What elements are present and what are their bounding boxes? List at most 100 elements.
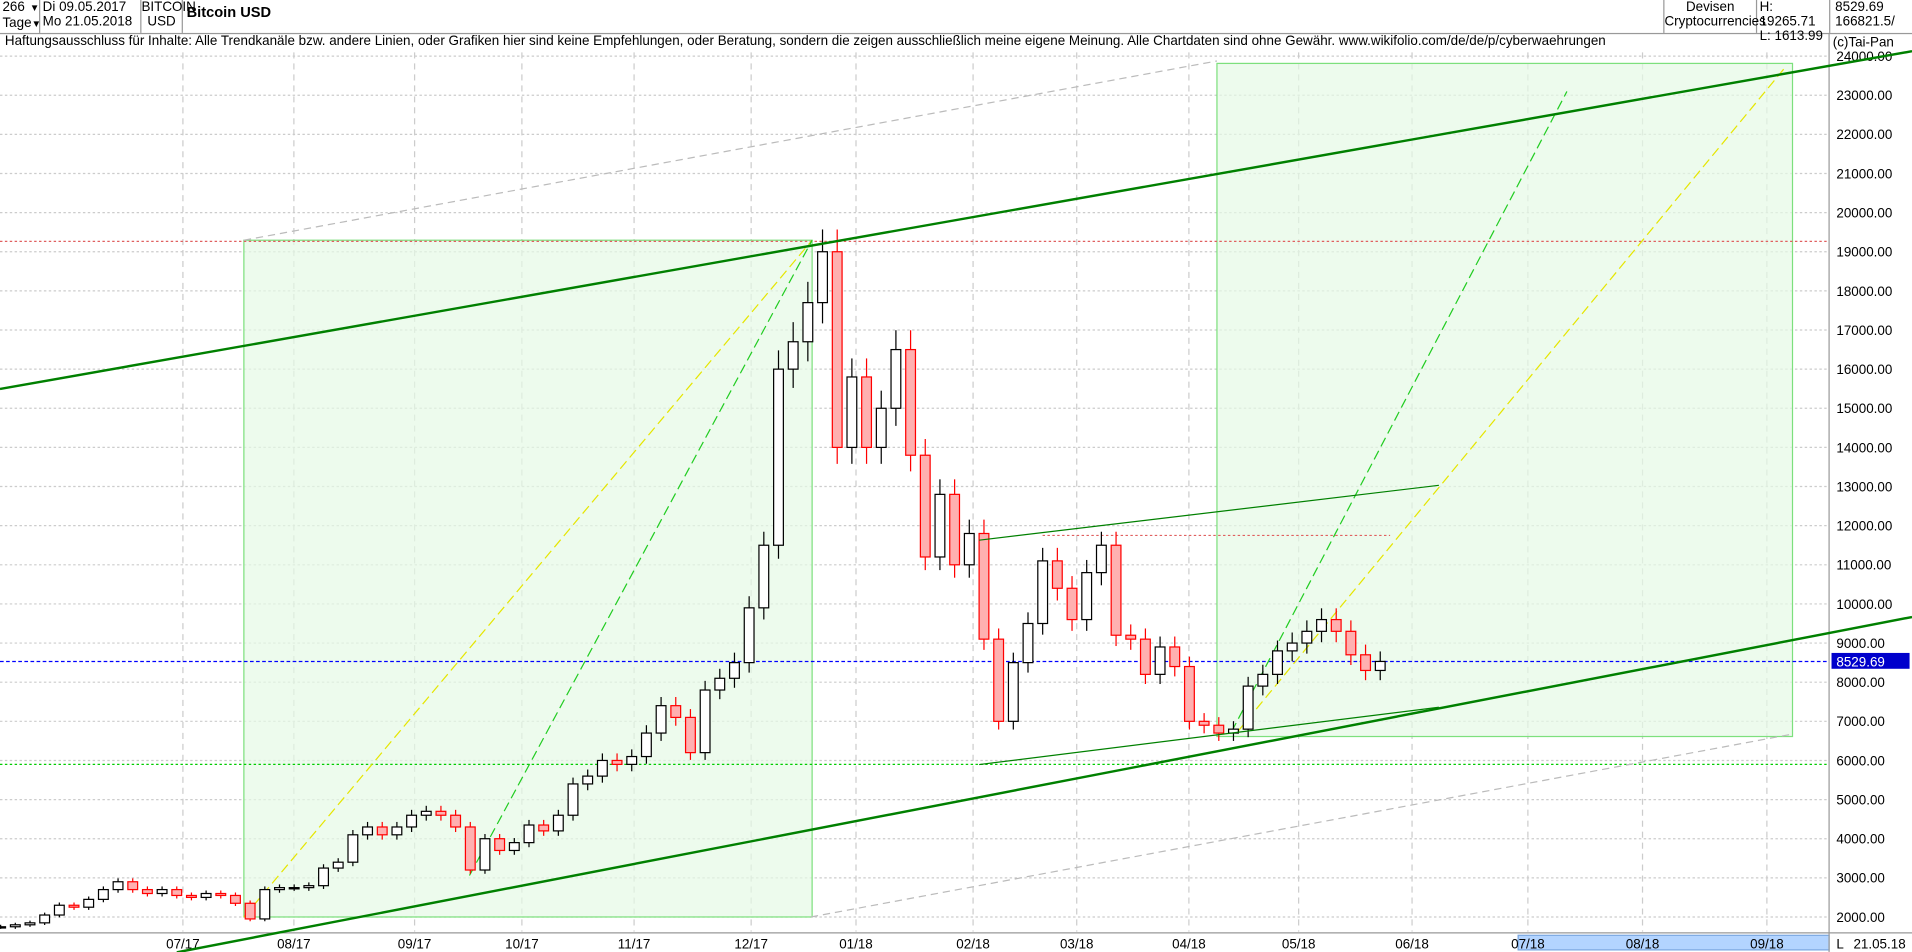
y-tick-box [1831,47,1910,64]
candle [699,680,711,760]
candle [1316,608,1328,643]
candle-body [861,376,873,449]
x-end-label: 21.05.18 [1853,937,1905,952]
category: Devisen Cryptocurrencies [1663,0,1766,33]
candle [1345,620,1357,666]
y-tick-label: 14000.00 [1836,440,1892,455]
candle [1154,636,1166,684]
candle-body [773,368,784,546]
y-tick-label: 23000.00 [1836,88,1892,103]
candle [200,890,212,901]
candle-body [303,885,315,889]
y-tick-box [1831,869,1910,886]
candle [1022,612,1034,673]
candle-body [1286,642,1298,652]
candle [831,229,843,464]
y-tick-box [1831,556,1910,573]
y-tick-label: 12000.00 [1836,519,1892,534]
candle [963,519,975,578]
candle [24,920,36,927]
y-tick-box [1831,791,1910,807]
x-tick-label: 09/18 [1750,937,1784,952]
low-value: L: 1613.99 [1759,29,1823,44]
candle [714,668,726,700]
date-from[interactable]: Di 09.05.2017 [42,0,127,15]
projection-diagonal [1237,65,1787,733]
candle [1360,644,1372,681]
current-price-box [1831,652,1910,669]
candle-body [156,888,168,895]
candle-body [1257,673,1269,687]
candle [420,805,432,821]
candle-body [141,888,153,895]
y-tick-box [1831,517,1910,533]
candle-body [288,887,300,890]
y-tick-box [1831,634,1910,651]
candle-body [875,407,887,449]
candle-body [611,759,623,765]
candle-body [1066,587,1078,621]
candle-body [905,348,917,456]
candle [1110,531,1122,647]
candle-body [699,689,711,754]
candle [494,834,506,855]
candle [391,821,403,840]
candle-body [1360,654,1372,672]
channel-upper-line [979,484,1439,541]
period-unit[interactable]: Tage [2,15,32,31]
y-tick-box [1831,673,1910,690]
y-tick-label: 24000.00 [1836,49,1892,64]
candle [1286,632,1298,662]
date-to[interactable]: Mo 21.05.2018 [42,14,133,30]
candle-body [391,826,403,836]
projection-diagonal [468,239,813,876]
candle-body [846,376,858,449]
candle-body [684,716,696,754]
candle-body [171,888,183,897]
candle-body [596,759,608,777]
chevron-down-icon[interactable]: ▼ [29,2,40,14]
candle-body [200,892,212,899]
disclaimer: Haftungsausschluss für Inhalte: Alle Tre… [4,34,1606,49]
candle [802,281,814,362]
period-selector[interactable]: 266 ▼ Tage▼ [0,0,42,33]
projection-diagonal [1231,91,1568,732]
candle [244,900,256,922]
candle-body [39,914,51,924]
y-tick-label: 20000.00 [1836,205,1892,220]
candle-body [215,892,227,897]
candle-body [83,898,95,908]
candle [1125,624,1137,650]
x-tick-label: 03/18 [1060,937,1094,952]
candle [1257,664,1269,696]
candle [978,519,990,650]
candle-body [127,881,139,891]
candle [1095,531,1107,586]
candle [743,596,755,673]
candle [0,924,7,929]
candle [508,838,520,855]
high-value: H: 19265.71 [1759,0,1816,30]
candle-body [1301,630,1313,644]
chevron-down-icon[interactable]: ▼ [31,18,42,30]
y-tick-box [1831,164,1910,181]
candle [112,878,124,893]
candle-body [1242,685,1254,730]
candle-body [934,493,946,558]
candle [53,902,65,918]
period-count[interactable]: 266 [2,0,25,15]
x-tick-label: 01/18 [839,937,873,952]
candle [567,777,579,821]
y-tick-label: 17000.00 [1836,323,1892,338]
candle [450,809,462,833]
y-tick-box [1831,204,1910,220]
candle-body [538,824,550,832]
candle-body [259,888,271,920]
candle [1051,547,1063,601]
candle-body [655,705,667,734]
candle [215,890,227,899]
candle-body [1272,650,1283,675]
candle [1066,576,1078,631]
y-tick-box [1831,86,1910,103]
